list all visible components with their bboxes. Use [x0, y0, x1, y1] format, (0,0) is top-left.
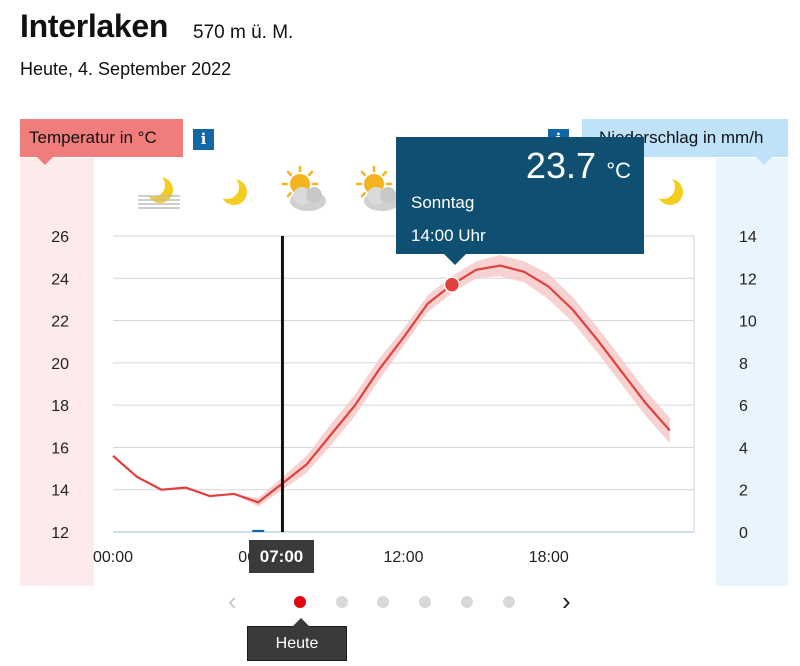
x-tick-label: 12:00 [383, 549, 423, 566]
sun-ray [307, 170, 314, 177]
y-tick-label: 0 [739, 525, 748, 542]
temperature-info-icon[interactable]: i [193, 129, 214, 150]
weather-icons-row [138, 165, 683, 211]
y-tick-label: 18 [51, 398, 69, 415]
pagination-dot[interactable] [336, 596, 348, 608]
moon-icon [651, 175, 683, 205]
pagination-dot[interactable] [294, 596, 306, 608]
tooltip-day: Sonntag [411, 193, 475, 212]
current-time-marker[interactable]: 07:00 [249, 540, 314, 573]
x-tick-label: 00:00 [93, 549, 133, 566]
date-label: Heute, 4. September 2022 [20, 59, 232, 79]
today-tooltip: Heute [247, 618, 347, 661]
altitude-label: 570 m ü. M. [193, 22, 294, 43]
y-tick-label: 4 [739, 440, 748, 457]
sun-ray [360, 191, 367, 198]
cloud-puff [367, 187, 385, 205]
tooltip-value: 23.7 [525, 145, 596, 186]
chart-grid [113, 235, 695, 533]
sun-ray [360, 170, 367, 177]
temperature-range-band [113, 255, 670, 507]
moon-cutout [215, 175, 239, 199]
y-tick-label: 26 [51, 229, 69, 246]
value-tooltip: 23.7 °C Sonntag 14:00 Uhr [396, 137, 644, 265]
temperature-axis-label: Temperatur in °C [20, 119, 183, 165]
y-tick-label: 14 [51, 483, 69, 500]
moon-cutout [141, 173, 165, 197]
pagination-dot[interactable] [461, 596, 473, 608]
precipitation-axis-band [716, 158, 788, 586]
y-tick-label: 14 [739, 229, 757, 246]
y-tick-label: 6 [739, 398, 748, 415]
highlight-point[interactable] [443, 276, 461, 293]
fog-moon-icon [138, 173, 180, 209]
cloud-puff [306, 187, 322, 203]
sun-ray [381, 170, 388, 177]
precipitation-bar [252, 529, 265, 532]
cloud-puff [293, 187, 311, 205]
y-tick-label: 8 [739, 356, 748, 373]
precipitation-bars [252, 529, 265, 532]
sun-ray [286, 191, 293, 198]
x-tick-label: 18:00 [529, 549, 569, 566]
sun-cloud-icon [281, 165, 326, 211]
prev-day-chevron-icon[interactable]: ‹ [228, 586, 237, 616]
sun-cloud-icon [355, 165, 400, 211]
y-tick-label: 2 [739, 483, 748, 500]
pagination-dot[interactable] [503, 596, 515, 608]
y-tick-label: 12 [51, 525, 69, 542]
sun-ray [286, 170, 293, 177]
next-day-chevron-icon[interactable]: › [562, 586, 571, 616]
y-tick-label: 24 [51, 271, 69, 288]
tooltip-unit: °C [606, 158, 631, 183]
temperature-axis-band [20, 158, 94, 586]
y-tick-label: 12 [739, 271, 757, 288]
precipitation-y-axis: 0 2 4 6 8 10 12 14 [739, 229, 757, 542]
y-tick-label: 20 [51, 356, 69, 373]
cloud-puff [380, 187, 396, 203]
y-tick-label: 16 [51, 440, 69, 457]
pagination-dot[interactable] [377, 596, 389, 608]
temperature-y-axis: 12 14 16 18 20 22 24 26 [51, 229, 69, 542]
y-tick-label: 10 [739, 314, 757, 331]
y-tick-label: 22 [51, 314, 69, 331]
tooltip-time: 14:00 Uhr [411, 226, 486, 245]
pagination-dot[interactable] [419, 596, 431, 608]
moon-cutout [651, 175, 675, 199]
moon-icon [215, 175, 247, 205]
location-title: Interlaken [20, 8, 169, 44]
temperature-line [112, 264, 671, 504]
